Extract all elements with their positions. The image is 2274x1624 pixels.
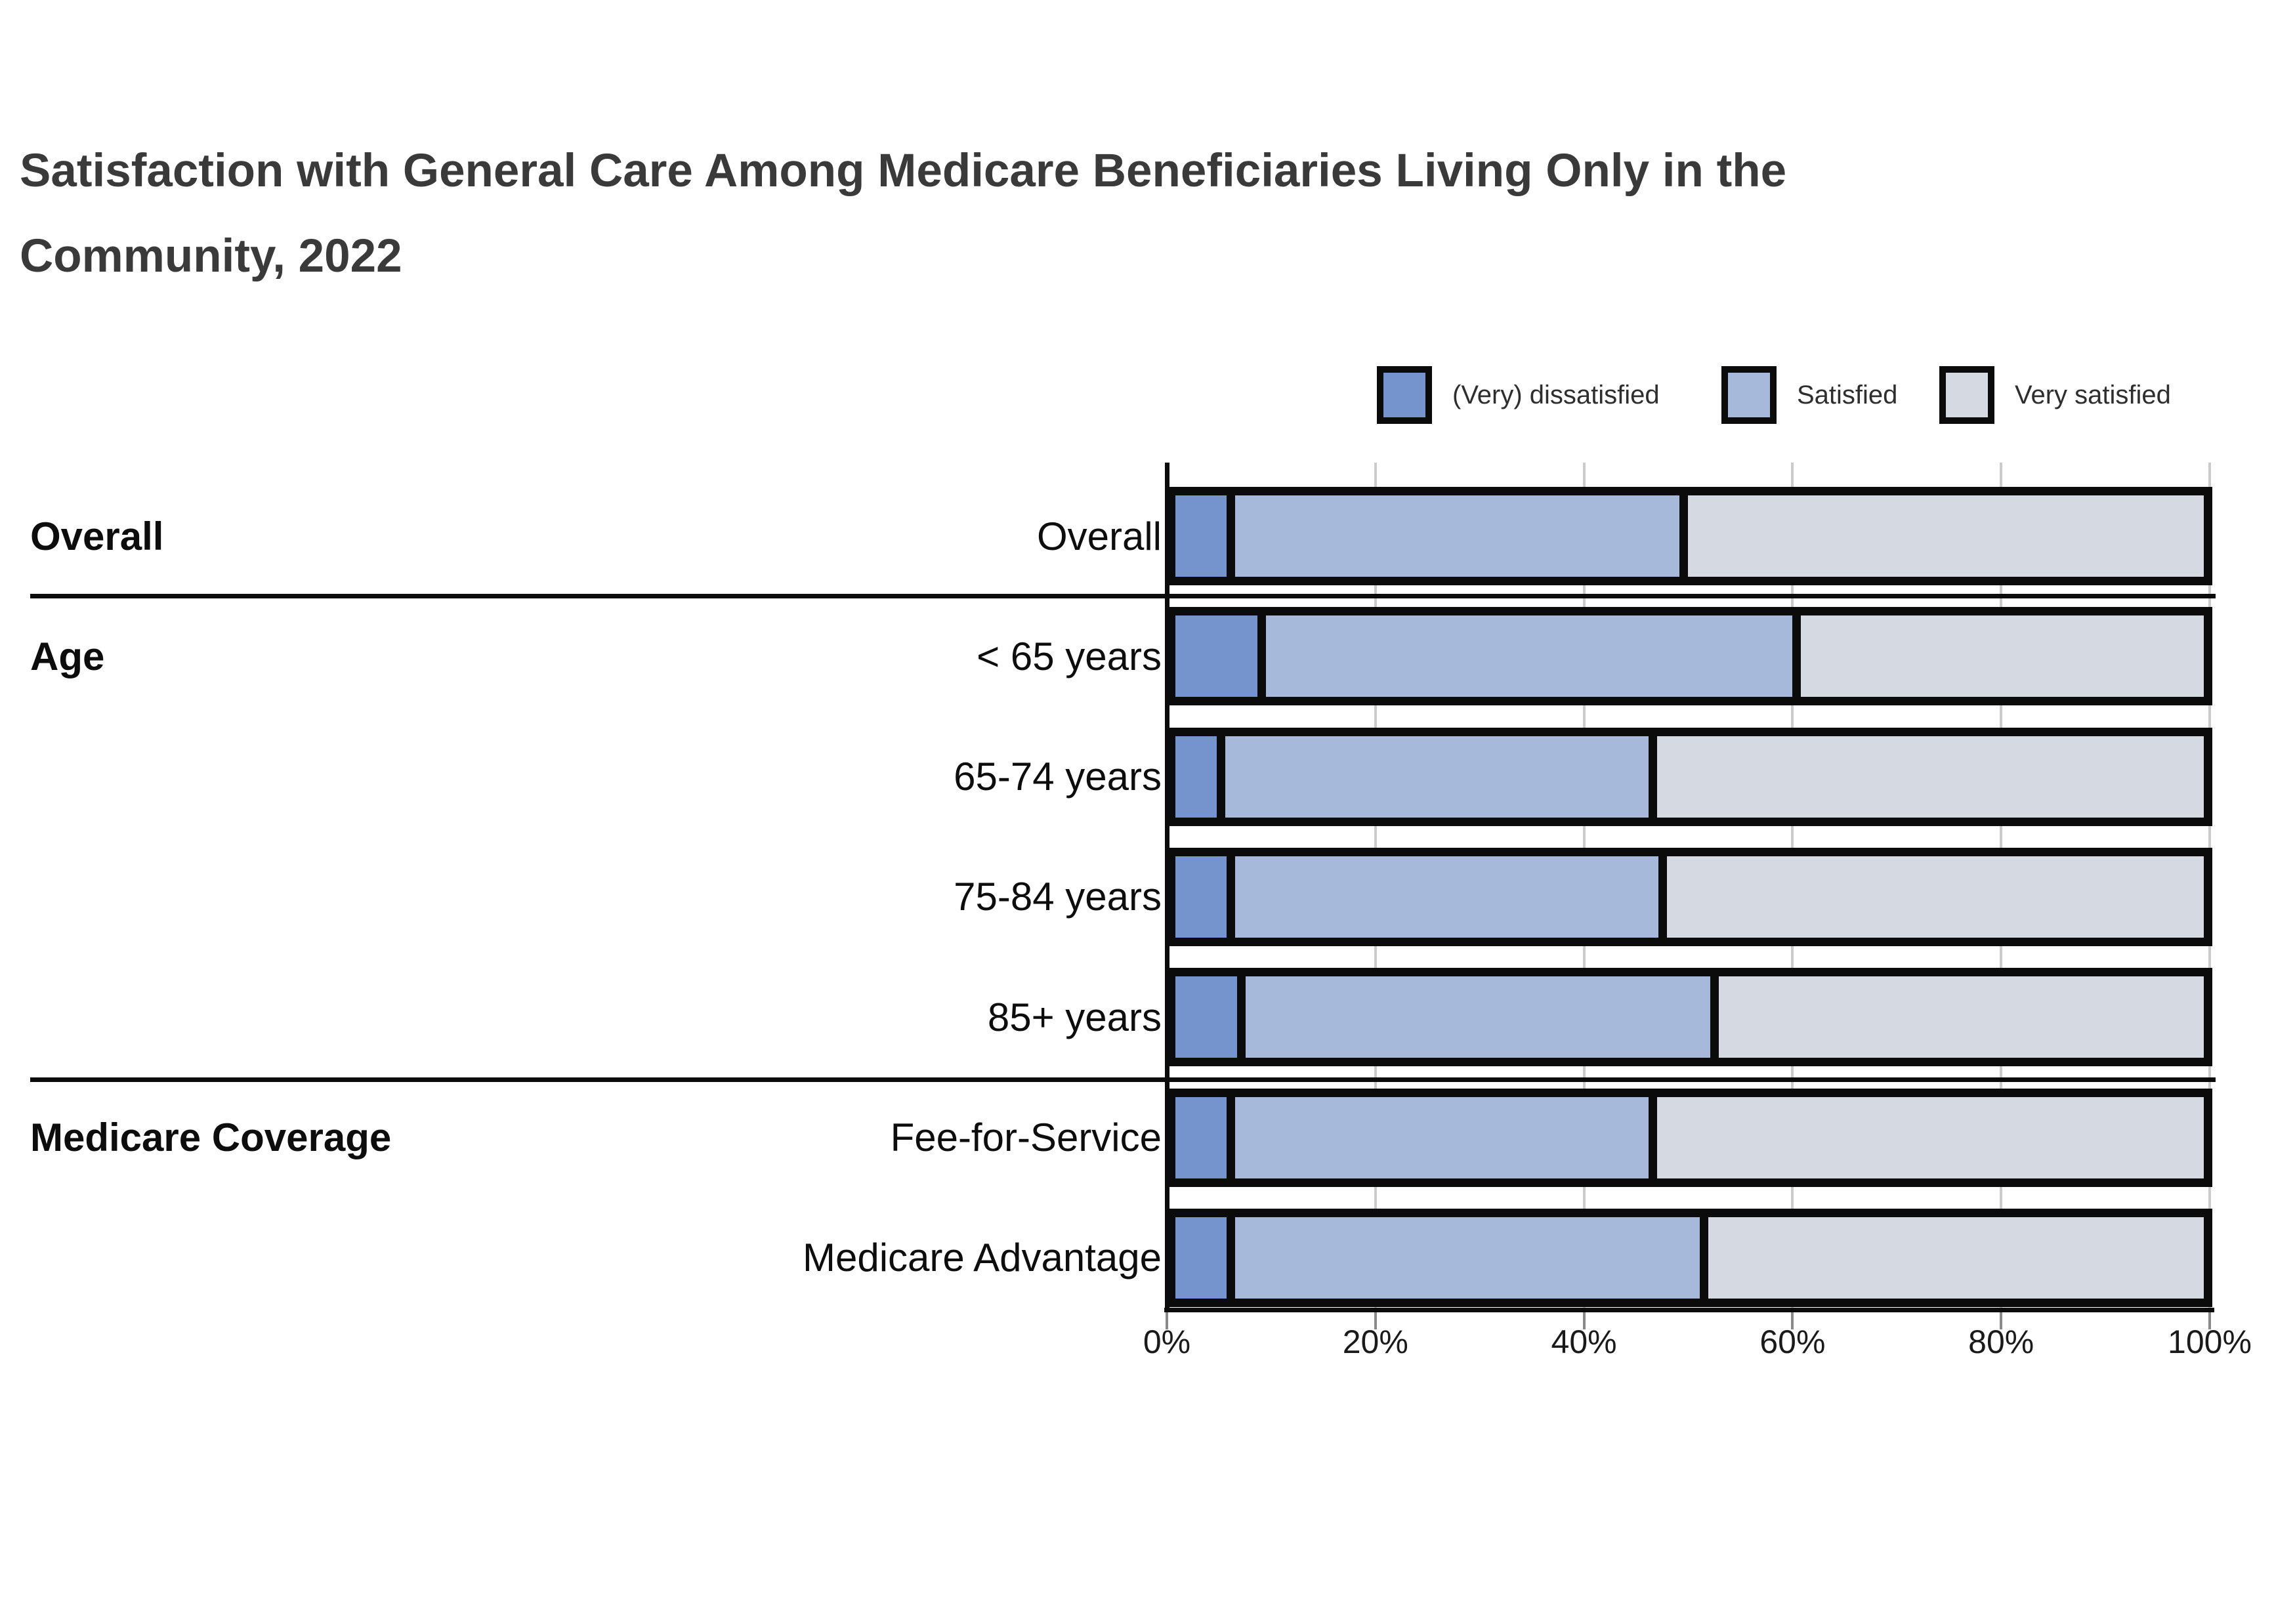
x-axis-tick [2000,1312,2003,1329]
bar-segment-satisfied [1216,736,1649,818]
bar-row [1167,487,2212,585]
bar-segment-satisfied [1227,1096,1649,1178]
bar-segment-dissatisfied [1175,495,1227,577]
bar-segment-satisfied [1237,976,1710,1058]
bar-segment-satisfied [1257,615,1793,697]
group-separator-age-coverage [30,1077,2216,1082]
bar-row [1167,727,2212,826]
bar-segment-very-satisfied [1710,976,2204,1058]
x-axis-tick-label: 100% [2168,1323,2252,1360]
bar-row [1167,847,2212,946]
bar-segment-satisfied [1227,495,1679,577]
bar-segment-very-satisfied [1700,1217,2204,1299]
bar-segment-very-satisfied [1648,736,2204,818]
x-axis-line [1164,1308,2214,1312]
row-label: Fee-for-Service [890,1115,1162,1160]
legend-label: Very satisfied [2015,380,2171,409]
legend-swatch-very-satisfied [1939,366,1994,424]
row-label: 85+ years [987,995,1162,1039]
row-label: 65-74 years [954,755,1162,799]
x-axis-tick-label: 0% [1143,1323,1191,1360]
bar-segment-very-satisfied [1792,615,2204,697]
bar-segment-dissatisfied [1175,1096,1227,1178]
group-label-overall: Overall [30,514,164,558]
x-axis-tick [2208,1312,2211,1329]
bar-row [1167,968,2212,1067]
legend-swatch-satisfied [1721,366,1777,424]
bar-row [1167,607,2212,706]
chart-title-line1: Satisfaction with General Care Among Med… [20,145,1787,197]
bar-row [1167,1208,2212,1307]
row-label: Medicare Advantage [802,1236,1162,1280]
chart-title: Satisfaction with General Care Among Med… [20,129,2251,299]
x-axis-tick-label: 80% [1968,1323,2034,1360]
chart-title-line2: Community, 2022 [20,230,402,282]
x-axis-tick-label: 60% [1759,1323,1826,1360]
row-label: 75-84 years [954,875,1162,919]
x-axis-tick-label: 40% [1551,1323,1617,1360]
legend-label: (Very) dissatisfied [1452,380,1660,409]
x-axis-tick [1791,1312,1794,1329]
group-label-age: Age [30,634,105,678]
bar-segment-dissatisfied [1175,856,1227,938]
x-axis-tick [1582,1312,1586,1329]
bar-segment-very-satisfied [1648,1096,2204,1178]
x-axis-tick [1166,1312,1168,1329]
bar-segment-satisfied [1227,856,1659,938]
group-separator-overall-age [30,594,2216,598]
x-axis-tick [1374,1312,1377,1329]
bar-segment-very-satisfied [1679,495,2204,577]
bar-segment-dissatisfied [1175,976,1238,1058]
bar-segment-dissatisfied [1175,615,1258,697]
row-label: Overall [1036,514,1162,558]
row-label: < 65 years [977,634,1162,678]
bar-row [1167,1088,2212,1187]
x-axis-tick-label: 20% [1342,1323,1408,1360]
group-label-medicare-coverage: Medicare Coverage [30,1115,392,1160]
legend-label: Satisfied [1797,380,1898,409]
bar-segment-dissatisfied [1175,1217,1227,1299]
legend-swatch-dissatisfied [1377,366,1432,424]
bar-segment-dissatisfied [1175,736,1217,818]
bar-segment-satisfied [1227,1217,1700,1299]
y-axis-line [1165,463,1169,1312]
bar-segment-very-satisfied [1658,856,2204,938]
